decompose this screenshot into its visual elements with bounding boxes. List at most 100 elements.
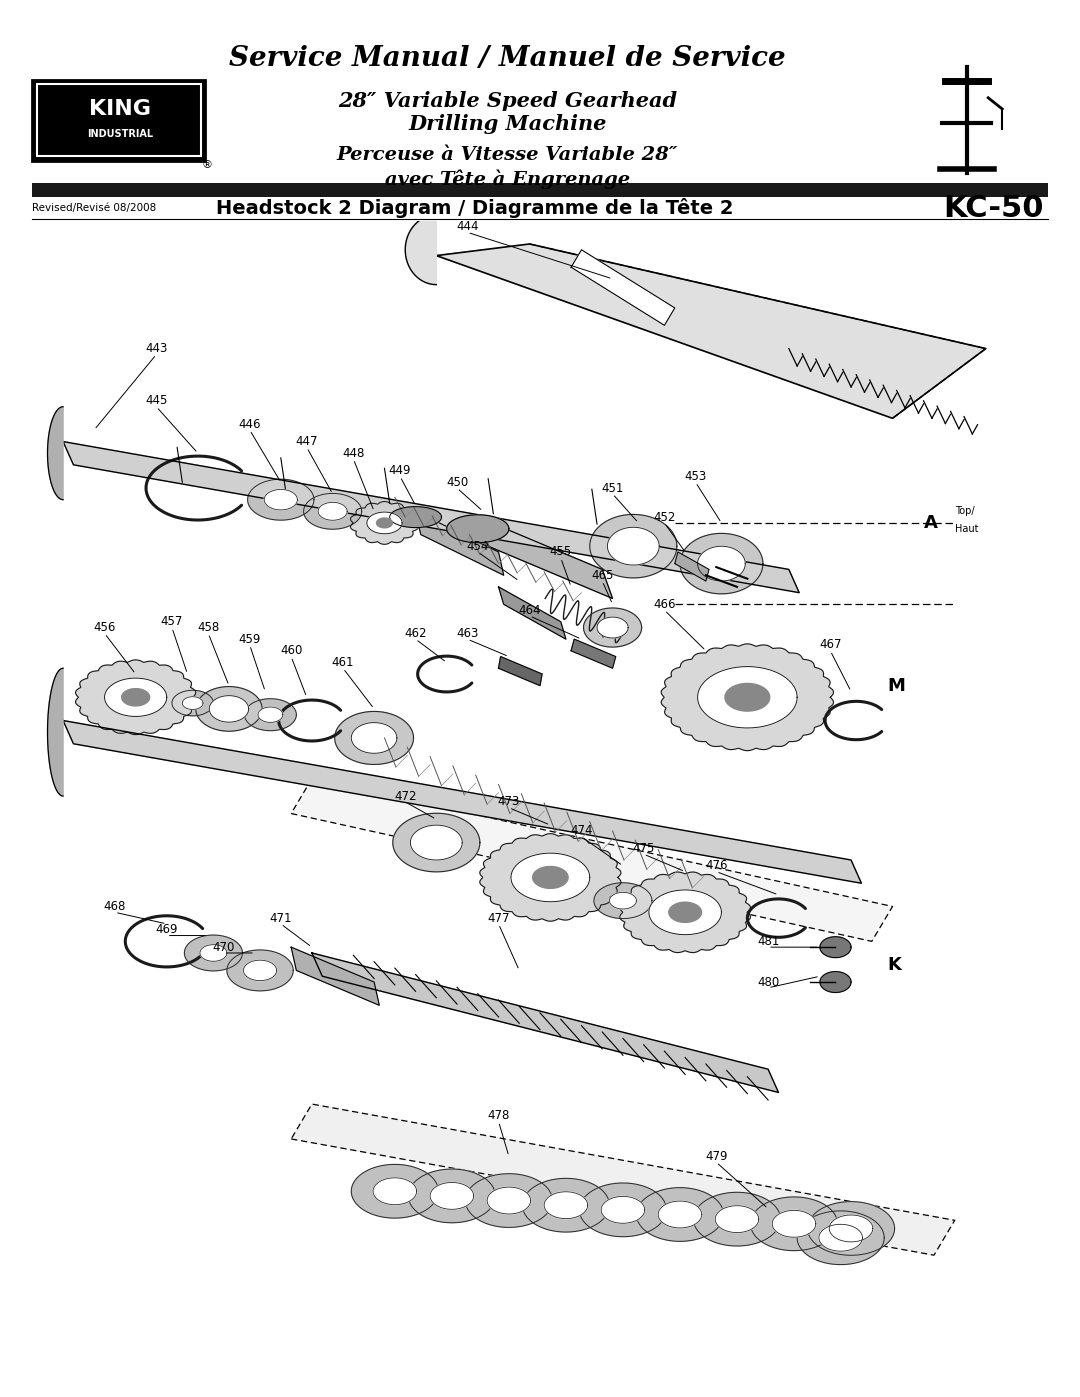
Text: 448: 448 <box>342 447 365 460</box>
Polygon shape <box>797 1211 885 1264</box>
Polygon shape <box>571 250 675 326</box>
Polygon shape <box>499 587 566 640</box>
Polygon shape <box>607 527 659 564</box>
Polygon shape <box>405 215 436 285</box>
Text: 467: 467 <box>819 638 841 651</box>
Polygon shape <box>303 493 362 529</box>
Polygon shape <box>447 514 509 542</box>
Polygon shape <box>48 668 63 796</box>
Polygon shape <box>571 640 616 668</box>
Text: 476: 476 <box>705 859 728 872</box>
Polygon shape <box>511 854 590 901</box>
Polygon shape <box>820 937 851 957</box>
Text: 469: 469 <box>156 923 178 936</box>
Polygon shape <box>751 1197 838 1250</box>
Text: 443: 443 <box>145 342 167 355</box>
Text: Perceuse à Vitesse Variable 28″: Perceuse à Vitesse Variable 28″ <box>337 147 678 163</box>
Text: 478: 478 <box>487 1109 510 1122</box>
Polygon shape <box>200 944 227 961</box>
Text: 479: 479 <box>705 1150 728 1162</box>
Text: 472: 472 <box>394 789 417 802</box>
Text: ®: ® <box>202 159 213 170</box>
Polygon shape <box>335 711 414 764</box>
Text: Top/: Top/ <box>955 506 974 517</box>
Text: KC-50: KC-50 <box>943 194 1044 222</box>
Polygon shape <box>499 657 542 686</box>
Polygon shape <box>430 1182 474 1210</box>
Text: INDUSTRIAL: INDUSTRIAL <box>86 129 153 140</box>
Text: 456: 456 <box>93 622 116 634</box>
Polygon shape <box>532 866 568 888</box>
Polygon shape <box>829 1215 873 1242</box>
Text: 465: 465 <box>591 569 613 581</box>
Polygon shape <box>247 479 314 520</box>
Text: 473: 473 <box>498 795 521 809</box>
Polygon shape <box>590 514 677 578</box>
Polygon shape <box>620 872 751 953</box>
Text: 454: 454 <box>467 539 489 553</box>
Polygon shape <box>465 1173 553 1228</box>
Polygon shape <box>808 1201 894 1256</box>
Text: 474: 474 <box>570 824 593 837</box>
Text: 449: 449 <box>389 464 411 478</box>
Polygon shape <box>416 511 503 576</box>
Polygon shape <box>649 890 721 935</box>
Polygon shape <box>583 608 642 647</box>
Text: 445: 445 <box>145 394 167 408</box>
Polygon shape <box>390 507 442 528</box>
Polygon shape <box>819 1224 863 1252</box>
Polygon shape <box>693 1192 781 1246</box>
Polygon shape <box>715 1206 759 1232</box>
Text: 458: 458 <box>197 622 219 634</box>
Polygon shape <box>487 1187 530 1214</box>
Polygon shape <box>183 697 203 710</box>
Text: 450: 450 <box>446 476 469 489</box>
Polygon shape <box>669 902 702 922</box>
Text: 461: 461 <box>332 657 354 669</box>
Polygon shape <box>698 666 797 728</box>
Polygon shape <box>244 698 296 731</box>
Polygon shape <box>602 1196 645 1224</box>
Polygon shape <box>544 1192 588 1218</box>
Text: 471: 471 <box>270 912 292 925</box>
Polygon shape <box>292 947 379 1006</box>
Polygon shape <box>658 1201 702 1228</box>
Polygon shape <box>408 1169 496 1222</box>
Polygon shape <box>680 534 762 594</box>
Polygon shape <box>772 1210 815 1238</box>
Text: 470: 470 <box>213 940 235 954</box>
Text: 460: 460 <box>280 644 302 657</box>
Polygon shape <box>122 689 150 705</box>
Polygon shape <box>480 834 621 921</box>
Text: 464: 464 <box>518 604 541 616</box>
Text: Haut: Haut <box>955 524 978 534</box>
Text: avec Tête à Engrenage: avec Tête à Engrenage <box>386 169 630 189</box>
Polygon shape <box>105 678 166 717</box>
Text: 453: 453 <box>685 469 706 483</box>
Polygon shape <box>185 935 242 971</box>
Polygon shape <box>377 518 392 528</box>
Polygon shape <box>675 552 708 581</box>
Polygon shape <box>243 960 276 981</box>
Polygon shape <box>661 644 834 750</box>
Polygon shape <box>698 546 745 581</box>
Text: 452: 452 <box>653 511 676 524</box>
Polygon shape <box>292 778 892 942</box>
Polygon shape <box>367 513 402 534</box>
Text: Headstock 2 Diagram / Diagramme de la Tête 2: Headstock 2 Diagram / Diagramme de la Tê… <box>216 198 734 218</box>
Polygon shape <box>195 686 262 731</box>
Text: 451: 451 <box>602 482 624 495</box>
Text: 455: 455 <box>550 545 572 559</box>
Polygon shape <box>477 517 612 598</box>
Polygon shape <box>820 971 851 992</box>
Text: 463: 463 <box>456 627 478 640</box>
Polygon shape <box>265 489 297 510</box>
Polygon shape <box>597 617 629 638</box>
FancyBboxPatch shape <box>32 80 205 161</box>
Text: 457: 457 <box>161 615 184 629</box>
Text: 468: 468 <box>104 900 126 914</box>
Polygon shape <box>351 1165 438 1218</box>
Polygon shape <box>63 721 862 883</box>
Polygon shape <box>580 1183 666 1236</box>
Polygon shape <box>436 244 986 418</box>
